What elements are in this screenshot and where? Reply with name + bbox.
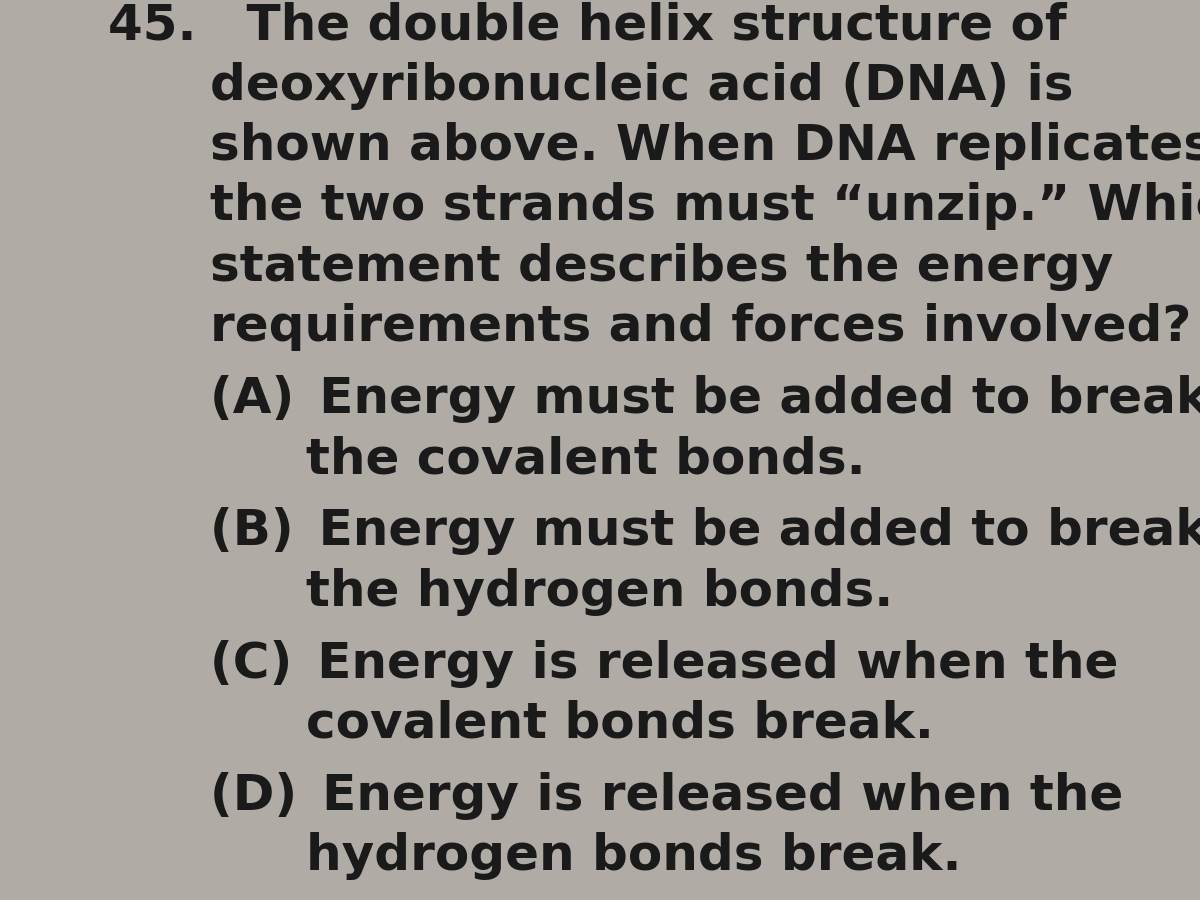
Text: (C) Energy is released when the: (C) Energy is released when the — [210, 640, 1118, 688]
Text: (B) Energy must be added to break: (B) Energy must be added to break — [210, 508, 1200, 555]
Text: covalent bonds break.: covalent bonds break. — [306, 700, 934, 748]
Text: statement describes the energy: statement describes the energy — [210, 243, 1114, 291]
Text: 45. The double helix structure of: 45. The double helix structure of — [108, 2, 1067, 49]
Text: requirements and forces involved?: requirements and forces involved? — [210, 303, 1192, 351]
Text: (A) Energy must be added to break: (A) Energy must be added to break — [210, 375, 1200, 423]
Text: shown above. When DNA replicates,: shown above. When DNA replicates, — [210, 122, 1200, 170]
Text: the hydrogen bonds.: the hydrogen bonds. — [306, 568, 893, 616]
Text: hydrogen bonds break.: hydrogen bonds break. — [306, 832, 961, 880]
Text: the two strands must “unzip.” Which: the two strands must “unzip.” Which — [210, 183, 1200, 230]
Text: deoxyribonucleic acid (DNA) is: deoxyribonucleic acid (DNA) is — [210, 62, 1074, 110]
Text: (D) Energy is released when the: (D) Energy is released when the — [210, 772, 1123, 820]
Text: the covalent bonds.: the covalent bonds. — [306, 436, 865, 483]
